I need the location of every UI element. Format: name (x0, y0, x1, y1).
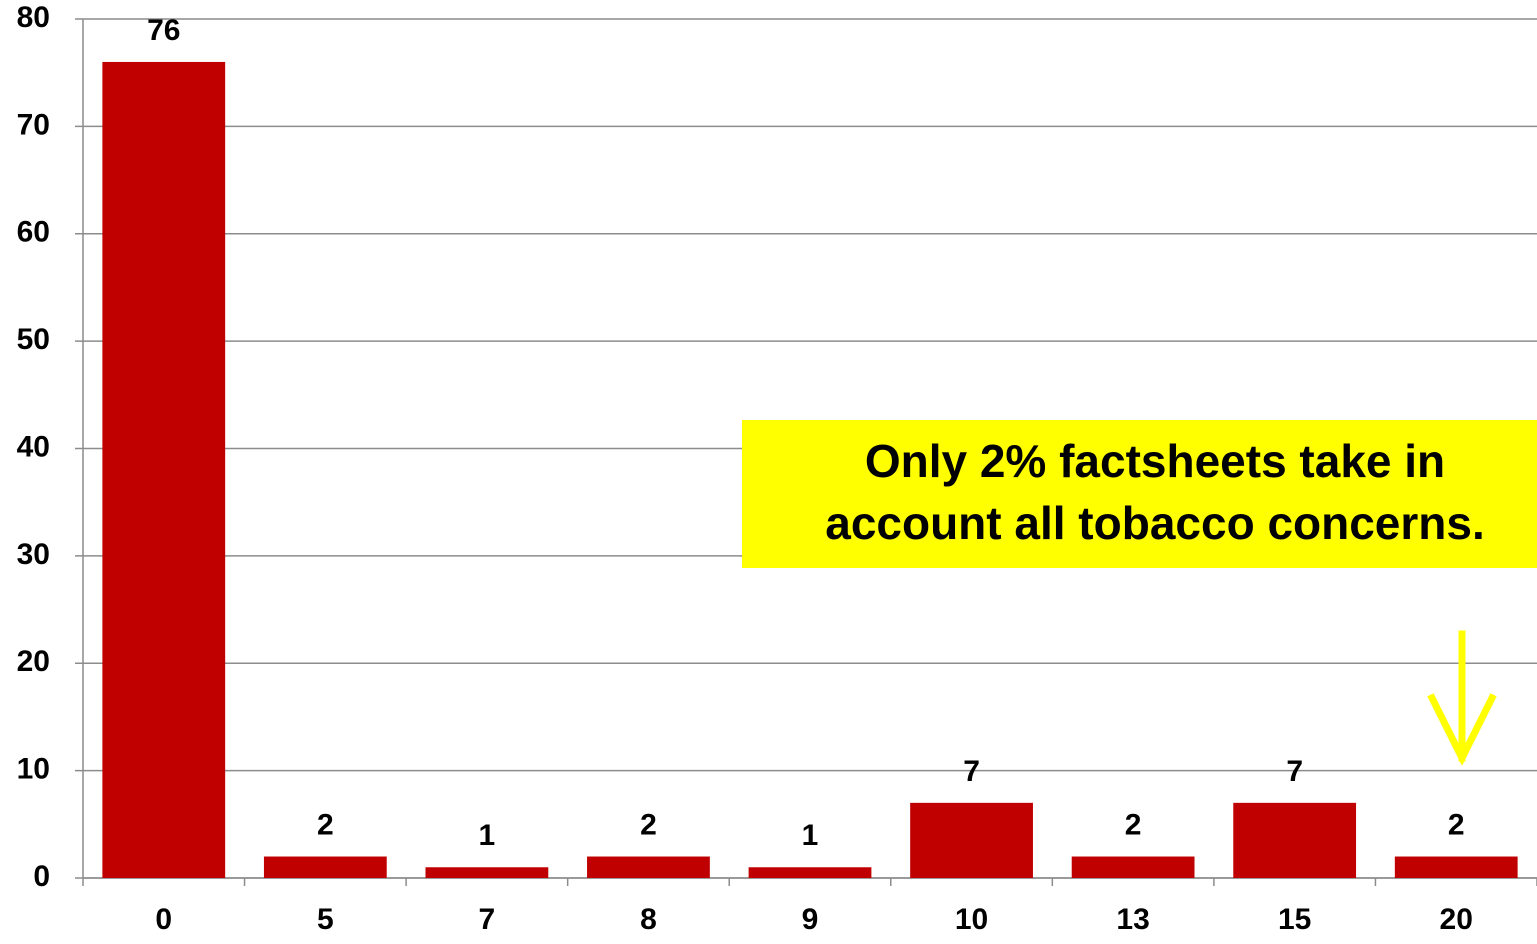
bar (587, 856, 710, 878)
x-tick-label: 10 (955, 903, 988, 936)
data-label: 2 (317, 808, 334, 841)
bar (1233, 802, 1357, 878)
arrow (1427, 630, 1497, 766)
x-tick-label: 5 (317, 903, 334, 936)
bar (1071, 856, 1195, 878)
data-label: 1 (802, 819, 819, 852)
annotation-box (742, 420, 1537, 568)
y-tick-label: 0 (33, 860, 50, 893)
x-tick-label: 8 (640, 903, 657, 936)
data-label: 2 (1125, 808, 1142, 841)
y-tick-label: 60 (17, 216, 50, 249)
x-tick-label: 7 (479, 903, 496, 936)
y-tick-label: 30 (17, 538, 50, 571)
y-tick-label: 10 (17, 753, 50, 786)
bar (748, 867, 872, 878)
bar (102, 61, 226, 878)
data-label: 2 (1448, 808, 1465, 841)
y-tick-label: 80 (17, 1, 50, 34)
data-label: 7 (963, 755, 980, 788)
annotation-line: Only 2% factsheets take in (865, 435, 1445, 487)
data-label: 2 (640, 808, 657, 841)
bar (1394, 856, 1518, 878)
bar (263, 856, 387, 878)
y-tick-label: 20 (17, 645, 50, 678)
data-label: 7 (1286, 755, 1303, 788)
x-tick-label: 13 (1116, 903, 1149, 936)
y-tick-label: 70 (17, 108, 50, 141)
bar (910, 802, 1033, 878)
bar (425, 867, 549, 878)
x-tick-label: 0 (155, 903, 172, 936)
x-tick-label: 20 (1440, 903, 1473, 936)
annotation-line: account all tobacco concerns. (825, 497, 1485, 549)
y-tick-label: 50 (17, 323, 50, 356)
data-label: 1 (479, 819, 496, 852)
data-label: 76 (147, 14, 180, 47)
y-tick-label: 40 (17, 430, 50, 463)
x-tick-label: 9 (802, 903, 819, 936)
x-tick-label: 15 (1278, 903, 1311, 936)
